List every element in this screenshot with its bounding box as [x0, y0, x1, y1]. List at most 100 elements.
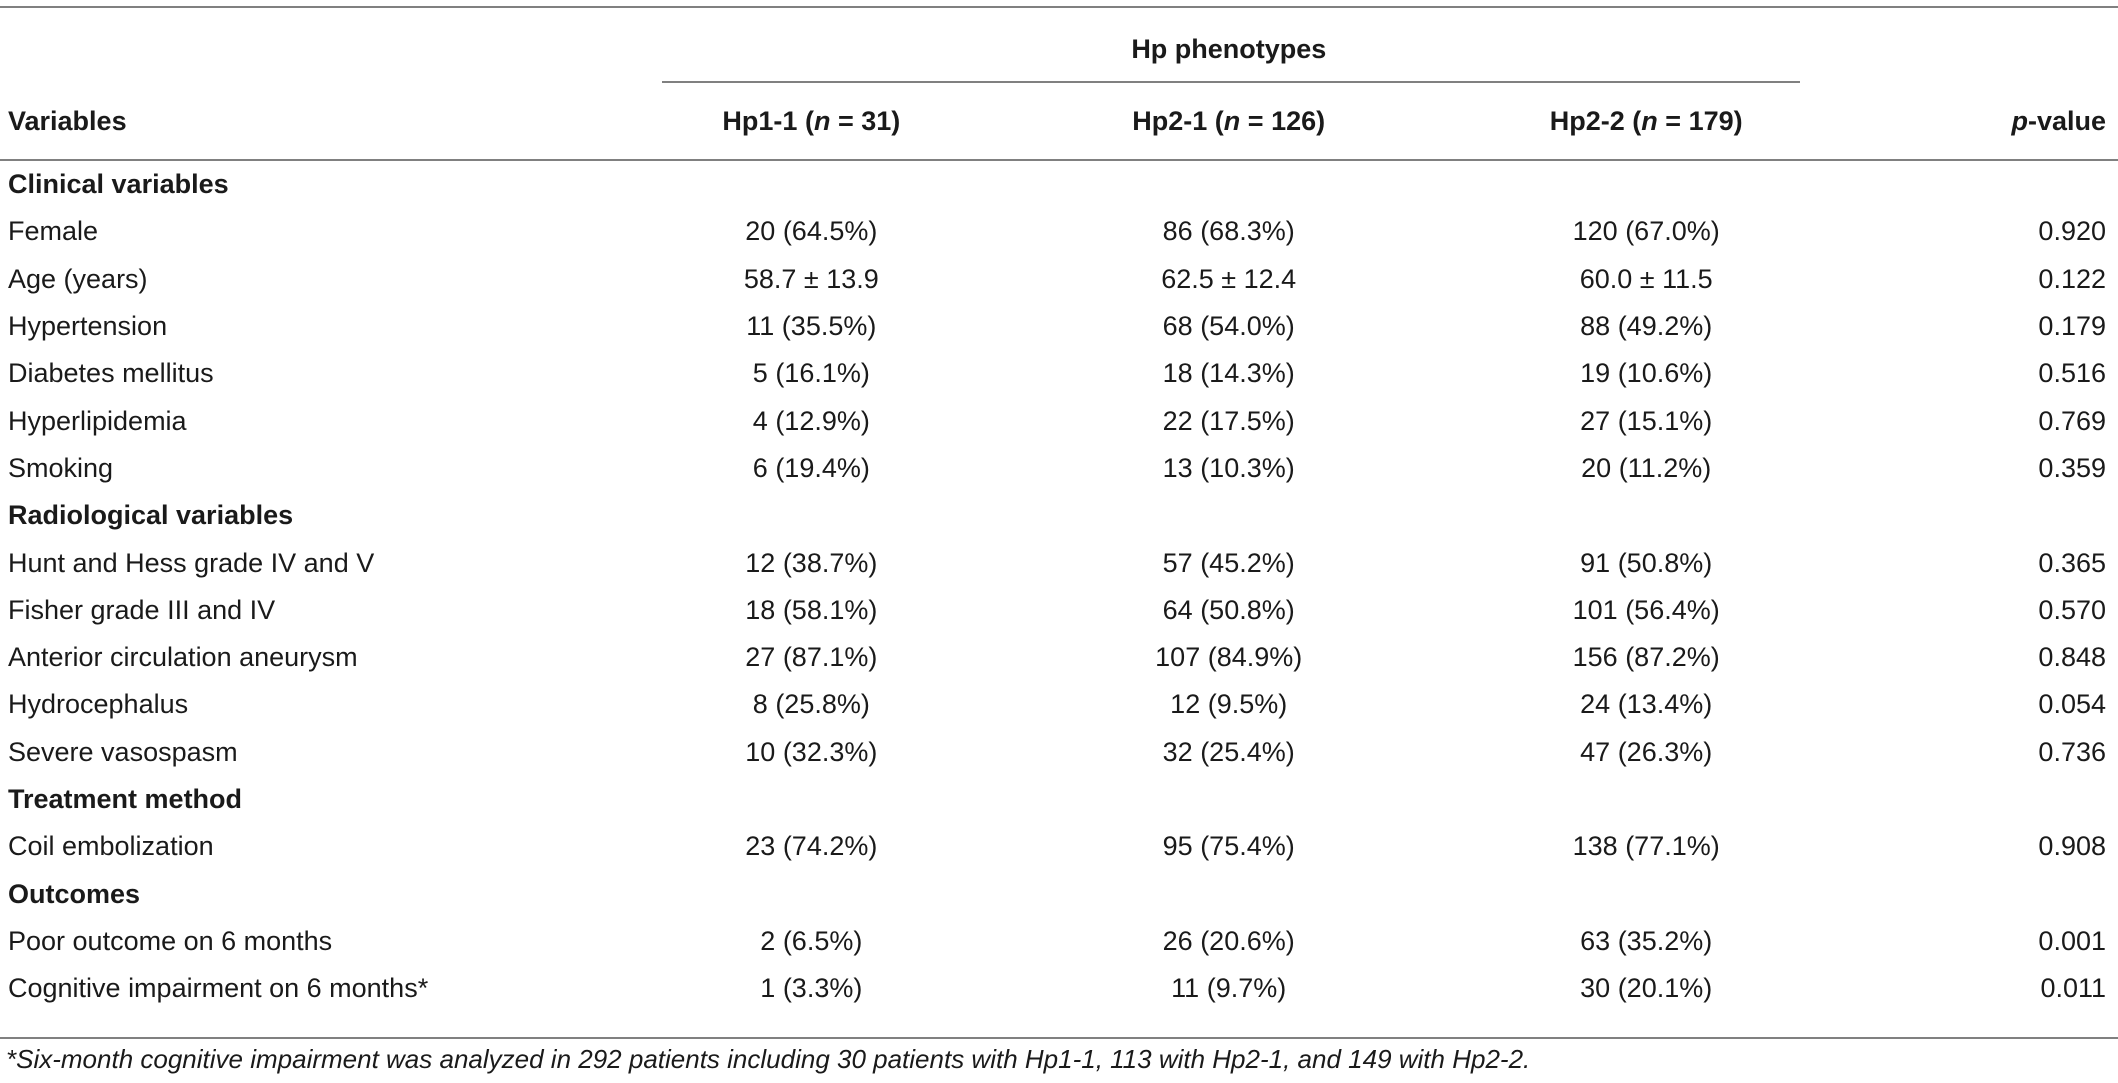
table-row: Poor outcome on 6 months 2 (6.5%) 26 (20.6… [0, 918, 2118, 965]
table-row: Hypertension 11 (35.5%) 68 (54.0%) 88 (49.2… [0, 303, 2118, 350]
hp11-cell: 2 (6.5%) [760, 925, 863, 956]
hp22-cell: 60.0 ± 11.5 [1579, 263, 1713, 294]
table-row: Anterior circulation aneurysm 27 (87.1%) 1… [0, 634, 2118, 681]
group-title: Hp phenotypes [1131, 33, 1327, 64]
hp11-cell: 8 (25.8%) [752, 689, 870, 720]
hp22-cell: 138 (77.1%) [1572, 831, 1720, 862]
hp21-cell: 22 (17.5%) [1162, 405, 1295, 436]
hp21-cell: 32 (25.4%) [1162, 736, 1295, 767]
variable-cell: Hydrocephalus [8, 689, 189, 720]
variable-cell: Coil embolization [8, 831, 214, 862]
pvalue-cell: 0.516 [2038, 358, 2106, 389]
hp22-cell: 20 (11.2%) [1581, 452, 1712, 483]
table-row: Female 20 (64.5%) 86 (68.3%) 120 (67.0%) 0.9… [0, 208, 2118, 255]
table-row: Hunt and Hess grade IV and V 12 (38.7%) 57… [0, 539, 2118, 586]
variable-cell: Female [8, 216, 99, 247]
table-row: Cognitive impairment on 6 months* 1 (3.3%… [0, 965, 2118, 1012]
variable-cell: Smoking [8, 452, 114, 483]
hp11-cell: 4 (12.9%) [752, 405, 870, 436]
pvalue-cell: 0.122 [2038, 263, 2106, 294]
table-row: Coil embolization 23 (74.2%) 95 (75.4%) 138… [0, 823, 2118, 870]
hp22-cell: 24 (13.4%) [1580, 689, 1713, 720]
variables-header: Variables [8, 106, 127, 136]
pvalue-cell: 0.179 [2038, 311, 2106, 342]
column-header-hp11: Hp1-1 (n = 31) [722, 106, 901, 136]
hp22-cell: 30 (20.1%) [1580, 973, 1713, 1004]
hp11-cell: 5 (16.1%) [752, 358, 870, 389]
hp22-cell: 120 (67.0%) [1572, 216, 1720, 247]
pvalue-header: p-value [2011, 106, 2106, 136]
pvalue-cell: 0.920 [2038, 216, 2106, 247]
hp22-cell: 156 (87.2%) [1572, 642, 1720, 673]
section-row: Outcomes [0, 870, 2118, 917]
hp22-cell: 27 (15.1%) [1580, 405, 1713, 436]
hp21-cell: 62.5 ± 12.4 [1161, 263, 1297, 294]
hp21-cell: 57 (45.2%) [1162, 547, 1295, 578]
pvalue-cell: 0.908 [2038, 831, 2106, 862]
hp11-cell: 23 (74.2%) [745, 831, 878, 862]
hp21-cell: 64 (50.8%) [1162, 594, 1295, 625]
variable-cell: Anterior circulation aneurysm [8, 642, 358, 673]
hp11-cell: 20 (64.5%) [745, 216, 878, 247]
variable-cell: Hunt and Hess grade IV and V [8, 547, 375, 578]
hp21-cell: 12 (9.5%) [1170, 689, 1288, 720]
pvalue-cell: 0.769 [2038, 405, 2106, 436]
variable-cell: Age (years) [8, 263, 148, 294]
hp11-cell: 1 (3.3%) [760, 973, 863, 1004]
hp11-cell: 11 (35.5%) [746, 311, 877, 342]
section-label: Radiological variables [8, 500, 294, 531]
pvalue-cell: 0.001 [2038, 925, 2106, 956]
table-row: Age (years) 58.7 ± 13.9 62.5 ± 12.4 60.0 ± … [0, 256, 2118, 303]
hp22-cell: 91 (50.8%) [1580, 547, 1713, 578]
hp22-cell: 101 (56.4%) [1572, 594, 1720, 625]
section-row: Treatment method [0, 776, 2118, 823]
table-row: Diabetes mellitus 5 (16.1%) 18 (14.3%) 19 (… [0, 350, 2118, 397]
hp11-cell: 6 (19.4%) [752, 452, 870, 483]
section-label: Outcomes [8, 878, 141, 909]
hp11-cell: 18 (58.1%) [745, 594, 878, 625]
hp21-cell: 26 (20.6%) [1162, 925, 1295, 956]
section-row: Radiological variables [0, 492, 2118, 539]
hp21-cell: 95 (75.4%) [1162, 831, 1295, 862]
group-rule [662, 81, 1800, 83]
table-row: Severe vasospasm 10 (32.3%) 32 (25.4%) 47 (… [0, 729, 2118, 776]
hp11-cell: 12 (38.7%) [745, 547, 878, 578]
table-row: Hyperlipidemia 4 (12.9%) 22 (17.5%) 27 (15.… [0, 397, 2118, 444]
variable-cell: Poor outcome on 6 months [8, 925, 333, 956]
pvalue-cell: 0.848 [2038, 642, 2106, 673]
hp11-cell: 27 (87.1%) [745, 642, 878, 673]
variable-cell: Cognitive impairment on 6 months* [8, 973, 429, 1004]
hp21-cell: 86 (68.3%) [1162, 216, 1295, 247]
footnote: *Six-month cognitive impairment was anal… [6, 1044, 1531, 1074]
table-row: Smoking 6 (19.4%) 13 (10.3%) 20 (11.2%) 0.35… [0, 445, 2118, 492]
section-row: Clinical variables [0, 161, 2118, 208]
hp22-cell: 63 (35.2%) [1580, 925, 1713, 956]
hp21-cell: 18 (14.3%) [1162, 358, 1295, 389]
table-row: Hydrocephalus 8 (25.8%) 12 (9.5%) 24 (13.4%… [0, 681, 2118, 728]
variable-cell: Hyperlipidemia [8, 405, 187, 436]
hp21-cell: 107 (84.9%) [1155, 642, 1303, 673]
hp22-cell: 88 (49.2%) [1580, 311, 1713, 342]
variable-cell: Severe vasospasm [8, 736, 238, 767]
pvalue-cell: 0.011 [2040, 973, 2106, 1004]
pvalue-cell: 0.736 [2038, 736, 2106, 767]
variable-cell: Hypertension [8, 311, 168, 342]
hp22-cell: 47 (26.3%) [1580, 736, 1713, 767]
hp11-cell: 10 (32.3%) [745, 736, 878, 767]
section-label: Treatment method [8, 784, 243, 814]
variable-cell: Diabetes mellitus [8, 358, 214, 389]
hp21-cell: 68 (54.0%) [1162, 311, 1295, 342]
header-rule [0, 159, 2118, 161]
hp21-cell: 11 (9.7%) [1171, 973, 1287, 1004]
hp11-cell: 58.7 ± 13.9 [743, 263, 879, 294]
hp22-cell: 19 (10.6%) [1580, 358, 1713, 389]
top-rule [0, 6, 2118, 8]
pvalue-cell: 0.365 [2038, 547, 2106, 578]
section-label: Clinical variables [8, 169, 229, 200]
table-row: Fisher grade III and IV 18 (58.1%) 64 (50.… [0, 587, 2118, 634]
pvalue-cell: 0.054 [2038, 689, 2106, 720]
pvalue-cell: 0.570 [2038, 594, 2106, 625]
bottom-rule [0, 1037, 2118, 1039]
column-header-hp21: Hp2-1 (n = 126) [1132, 106, 1326, 136]
